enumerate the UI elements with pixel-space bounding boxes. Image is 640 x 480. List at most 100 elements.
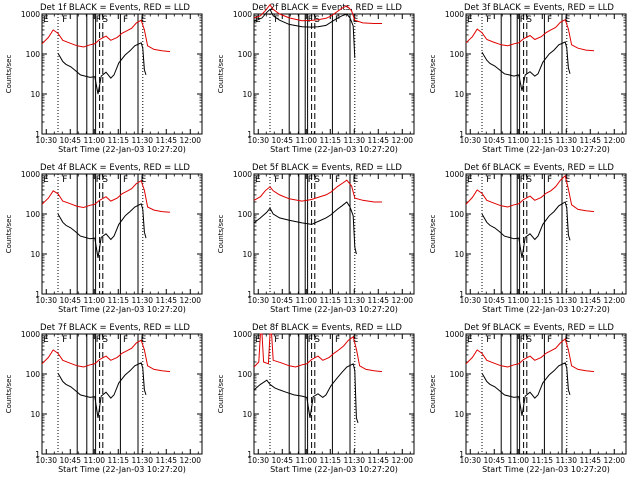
y-tick-label: 1000 <box>445 330 464 339</box>
x-tick-label: 12:00 <box>391 456 413 465</box>
y-tick-label: 1000 <box>21 330 40 339</box>
y-tick-label: 1 <box>459 290 464 299</box>
detector-panel: Det 1f BLACK = Events, RED = LLD Counts/s… <box>5 3 203 154</box>
region-label: F <box>96 175 101 185</box>
lld-series-line <box>41 179 171 213</box>
x-axis-label: Start Time (22-Jan-03 10:27:20) <box>482 145 610 154</box>
lld-series-line <box>253 3 382 24</box>
region-label: F <box>308 175 313 185</box>
plot-frame <box>465 333 627 455</box>
y-tick-label: 100 <box>450 370 465 379</box>
region-label: F <box>308 335 313 345</box>
x-tick-label: 11:15 <box>319 456 341 465</box>
y-tick-label: 1000 <box>445 10 464 19</box>
x-axis-label: Start Time (22-Jan-03 10:27:20) <box>270 145 398 154</box>
x-tick-label: 11:15 <box>107 456 129 465</box>
x-tick-label: 10:45 <box>271 296 293 305</box>
x-tick-label: 11:30 <box>343 456 365 465</box>
y-tick-label: 1 <box>35 290 40 299</box>
region-label: F <box>520 175 525 185</box>
region-label: F <box>547 15 552 25</box>
x-tick-label: 11:45 <box>367 136 389 145</box>
events-series-line <box>253 363 359 424</box>
x-tick-label: 10:45 <box>59 296 81 305</box>
region-label: F <box>123 175 128 185</box>
region-label: F <box>335 175 340 185</box>
region-label: S <box>314 175 320 185</box>
y-tick-label: 1000 <box>21 170 40 179</box>
y-tick-label: 10 <box>30 90 40 99</box>
plot-frame <box>253 333 415 455</box>
y-axis-label: Counts/sec <box>5 55 13 94</box>
x-tick-label: 11:30 <box>555 296 577 305</box>
region-label: F <box>486 175 491 185</box>
events-series-line <box>481 201 571 258</box>
x-tick-label: 10:30 <box>459 136 481 145</box>
x-tick-label: 10:45 <box>271 456 293 465</box>
x-tick-label: 11:45 <box>155 456 177 465</box>
y-tick-label: 1000 <box>21 10 40 19</box>
region-label: F <box>123 335 128 345</box>
x-tick-label: 11:30 <box>555 136 577 145</box>
events-series-line <box>57 42 147 95</box>
detector-panel: Det 4f BLACK = Events, RED = LLD Counts/s… <box>5 163 203 314</box>
x-axis-label: Start Time (22-Jan-03 10:27:20) <box>482 465 610 474</box>
x-axis-label: Start Time (22-Jan-03 10:27:20) <box>58 465 186 474</box>
x-tick-label: 11:30 <box>343 296 365 305</box>
y-tick-label: 10 <box>30 410 40 419</box>
x-tick-label: 12:00 <box>391 296 413 305</box>
x-tick-label: 11:00 <box>83 136 105 145</box>
lld-series-line <box>465 18 595 52</box>
detector-panel: Det 7f BLACK = Events, RED = LLD Counts/s… <box>5 323 203 474</box>
x-tick-label: 11:15 <box>319 136 341 145</box>
x-tick-label: 11:00 <box>83 296 105 305</box>
x-axis-label: Start Time (22-Jan-03 10:27:20) <box>482 305 610 314</box>
region-label: E <box>141 335 147 345</box>
x-tick-label: 10:45 <box>483 456 505 465</box>
region-label: F <box>62 335 67 345</box>
x-tick-label: 11:45 <box>367 296 389 305</box>
x-axis-label: Start Time (22-Jan-03 10:27:20) <box>58 305 186 314</box>
y-axis-label: Counts/sec <box>217 55 225 94</box>
y-tick-label: 1000 <box>233 330 252 339</box>
plot-frame <box>253 173 415 295</box>
lld-series-line <box>465 174 595 213</box>
region-label: F <box>62 175 67 185</box>
y-tick-label: 1 <box>35 450 40 459</box>
x-tick-label: 12:00 <box>603 296 625 305</box>
y-tick-label: 1000 <box>445 170 464 179</box>
events-series-line <box>253 8 356 58</box>
y-tick-label: 100 <box>26 50 41 59</box>
x-tick-label: 11:00 <box>295 296 317 305</box>
region-label: S <box>526 335 532 345</box>
y-axis-label: Counts/sec <box>5 215 13 254</box>
x-tick-label: 11:00 <box>83 456 105 465</box>
region-label: S <box>526 175 532 185</box>
panel-title: Det 4f BLACK = Events, RED = LLD <box>40 163 190 173</box>
lld-series-line <box>41 339 171 373</box>
y-tick-label: 100 <box>26 210 41 219</box>
y-tick-label: 10 <box>242 410 252 419</box>
region-label: S <box>102 15 108 25</box>
x-tick-label: 11:45 <box>579 136 601 145</box>
region-label: E <box>565 335 571 345</box>
x-tick-label: 12:00 <box>179 456 201 465</box>
y-tick-label: 10 <box>454 410 464 419</box>
region-label: E <box>467 335 473 345</box>
region-label: F <box>335 15 340 25</box>
x-tick-label: 10:30 <box>459 296 481 305</box>
y-tick-label: 100 <box>238 370 253 379</box>
x-tick-label: 10:30 <box>35 296 57 305</box>
plot-frame <box>41 333 203 455</box>
x-tick-label: 11:30 <box>131 136 153 145</box>
x-tick-label: 11:00 <box>507 456 529 465</box>
region-label: S <box>526 15 532 25</box>
panel-title: Det 6f BLACK = Events, RED = LLD <box>464 163 614 173</box>
events-series-line <box>481 41 571 91</box>
events-series-line <box>57 203 147 258</box>
region-label: S <box>102 175 108 185</box>
y-tick-label: 100 <box>238 50 253 59</box>
detector-panel: Det 6f BLACK = Events, RED = LLD Counts/s… <box>429 163 627 314</box>
x-tick-label: 11:45 <box>155 296 177 305</box>
